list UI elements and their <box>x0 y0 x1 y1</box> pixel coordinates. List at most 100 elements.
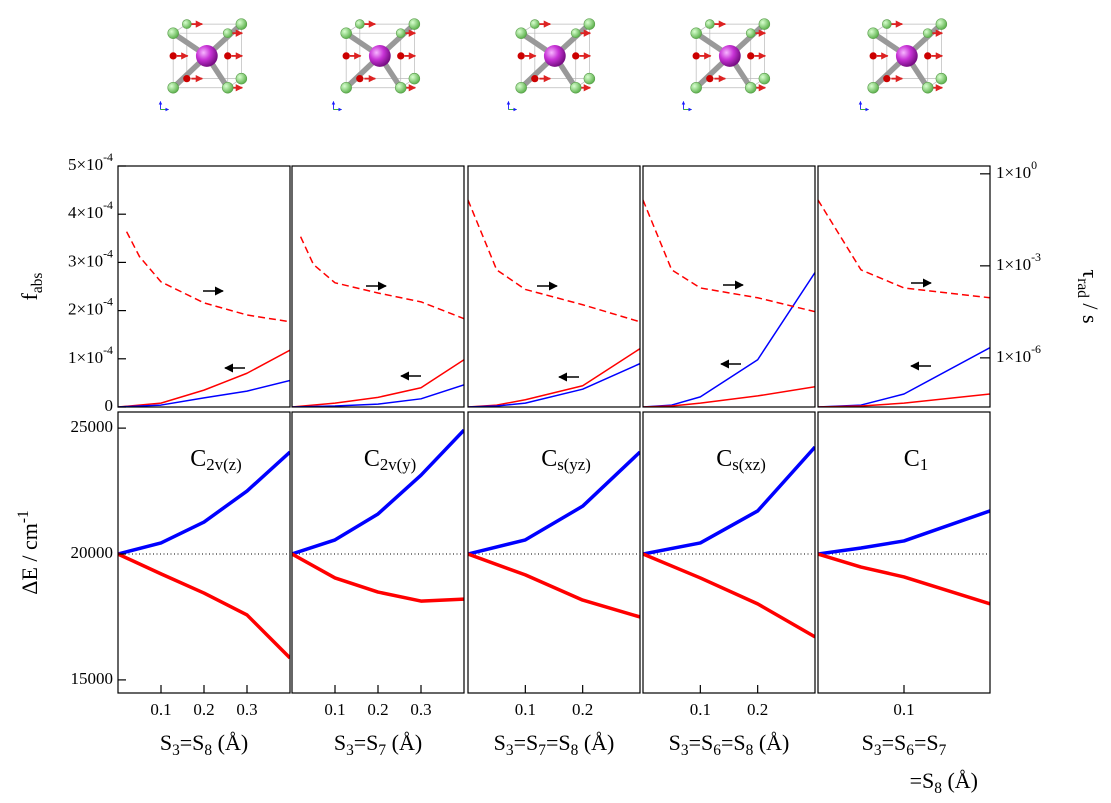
panel <box>643 166 815 407</box>
y-tick-label-part: 5×10 <box>68 155 103 174</box>
series-line <box>292 360 464 407</box>
y2-axis-label-part: rad <box>1074 278 1091 298</box>
x-tick-label-part: 0.1 <box>690 700 711 719</box>
y-tick-label: 2×10-4 <box>68 294 113 318</box>
panel-title-part: C <box>716 446 732 472</box>
series-line <box>468 200 640 322</box>
panel-title-part: s(xz) <box>732 455 766 474</box>
x-axis-label-part: =S <box>354 730 379 755</box>
panel-title: C2v(z) <box>190 446 241 474</box>
x-tick-label: 0.3 <box>236 700 257 719</box>
structure-image <box>160 19 246 110</box>
y-axis-label-part: abs <box>29 273 46 294</box>
series-line <box>818 554 990 604</box>
panel-title-part: 2v(y) <box>380 455 416 474</box>
y2-tick-label-part: 1×10 <box>996 163 1031 182</box>
series-line <box>301 237 464 319</box>
series-line <box>127 232 290 322</box>
y-tick-label-part: -4 <box>103 150 113 164</box>
y2-axis-label: τrad / s <box>1074 269 1102 323</box>
x-tick-label: 0.1 <box>150 700 171 719</box>
x-axis-label-part: =S <box>546 730 571 755</box>
x-axis-label-part: (Å) <box>753 730 789 755</box>
y-tick-label-part: 2×10 <box>68 300 103 319</box>
y-tick-label: 15000 <box>71 669 114 688</box>
y2-axis-label-part: τ <box>1078 269 1103 278</box>
y-axis-label-part: -1 <box>15 510 32 523</box>
x-tick-label: 0.2 <box>747 700 768 719</box>
x-tick-label-part: 0.3 <box>410 700 431 719</box>
y-axis-label: fabs <box>17 273 45 301</box>
series-line <box>818 511 990 554</box>
x-axis-label-part: 7 <box>939 742 947 759</box>
x-axis-label-part: =S <box>910 768 935 793</box>
panel-title-part: 2v(z) <box>206 455 241 474</box>
x-tick-label-part: 0.2 <box>367 700 388 719</box>
x-tick-label-part: 0.1 <box>893 700 914 719</box>
x-tick-label: 0.1 <box>690 700 711 719</box>
panel-title-part: C <box>190 446 206 472</box>
y2-axis-label-part: / s <box>1078 298 1103 324</box>
x-axis-label: S3=S7=S8 (Å) <box>494 730 615 758</box>
x-axis-label-part: S <box>862 730 874 755</box>
x-tick-label-part: 0.1 <box>324 700 345 719</box>
panel-title-part: s(yz) <box>557 455 591 474</box>
y-tick-label: 5×10-4 <box>68 150 113 174</box>
y-tick-label-part: -4 <box>103 198 113 212</box>
y2-tick-label-part: 1×10 <box>996 255 1031 274</box>
y-tick-label-part: 20000 <box>71 543 114 562</box>
panel-title-part: C <box>541 446 557 472</box>
structure-image <box>683 19 769 110</box>
panel-frame <box>643 166 815 407</box>
panel-title: C2v(y) <box>364 446 416 474</box>
x-tick-label-part: 0.1 <box>515 700 536 719</box>
x-tick-label-part: 0.1 <box>150 700 171 719</box>
x-axis-label-part: =S <box>882 730 907 755</box>
x-axis-label-part: (Å) <box>386 730 422 755</box>
y-axis-label: ΔE / cm-1 <box>15 510 43 594</box>
x-axis-label: =S8 (Å) <box>910 768 978 796</box>
y2-tick-label-part: 1×10 <box>996 347 1031 366</box>
x-axis-label-part: (Å) <box>578 730 614 755</box>
x-tick-label-part: 0.2 <box>193 700 214 719</box>
x-axis-label-part: S <box>160 730 172 755</box>
series-line <box>118 380 290 407</box>
x-tick-label: 0.1 <box>893 700 914 719</box>
y-tick-label-part: -4 <box>103 294 113 308</box>
y2-tick-label-part: -3 <box>1031 250 1041 264</box>
x-tick-label: 0.1 <box>515 700 536 719</box>
series-line <box>292 554 464 601</box>
panel-title-part: 1 <box>920 455 928 474</box>
series-line <box>118 554 290 658</box>
y-tick-label: 1×10-4 <box>68 343 113 367</box>
panel-title-part: C <box>364 446 380 472</box>
x-axis-label-part: (Å) <box>212 730 248 755</box>
series-line <box>643 200 815 312</box>
y-tick-label-part: -4 <box>103 246 113 260</box>
y-tick-label-part: 1×10 <box>68 348 103 367</box>
y2-tick-label: 1×100 <box>996 158 1037 182</box>
x-axis-label: S3=S7 (Å) <box>334 730 422 758</box>
panel-title: Cs(yz) <box>541 446 591 474</box>
series-line <box>818 348 990 407</box>
x-axis-label-part: (Å) <box>942 768 978 793</box>
x-axis-label-part: =S <box>689 730 714 755</box>
x-tick-label-part: 0.2 <box>747 700 768 719</box>
panel: 0.1 0.2 Cs(xz) S3=S6=S8 (Å) <box>643 412 815 759</box>
panel-title: Cs(xz) <box>716 446 766 474</box>
panel: 0.1 0.2 0.3 C2v(y) S3=S7 (Å) <box>292 412 464 759</box>
x-axis-label: S3=S6=S8 (Å) <box>669 730 790 758</box>
series-line <box>468 349 640 407</box>
series-line <box>818 200 990 298</box>
x-axis-label-part: =S <box>721 730 746 755</box>
y-tick-label-part: 0 <box>105 396 114 415</box>
series-line <box>643 554 815 637</box>
series-line <box>468 554 640 617</box>
panel-title: C1 <box>904 446 928 474</box>
x-axis-label-part: =S <box>180 730 205 755</box>
x-axis-label-part: S <box>494 730 506 755</box>
x-tick-label-part: 0.3 <box>236 700 257 719</box>
x-axis-label-part: =S <box>914 730 939 755</box>
